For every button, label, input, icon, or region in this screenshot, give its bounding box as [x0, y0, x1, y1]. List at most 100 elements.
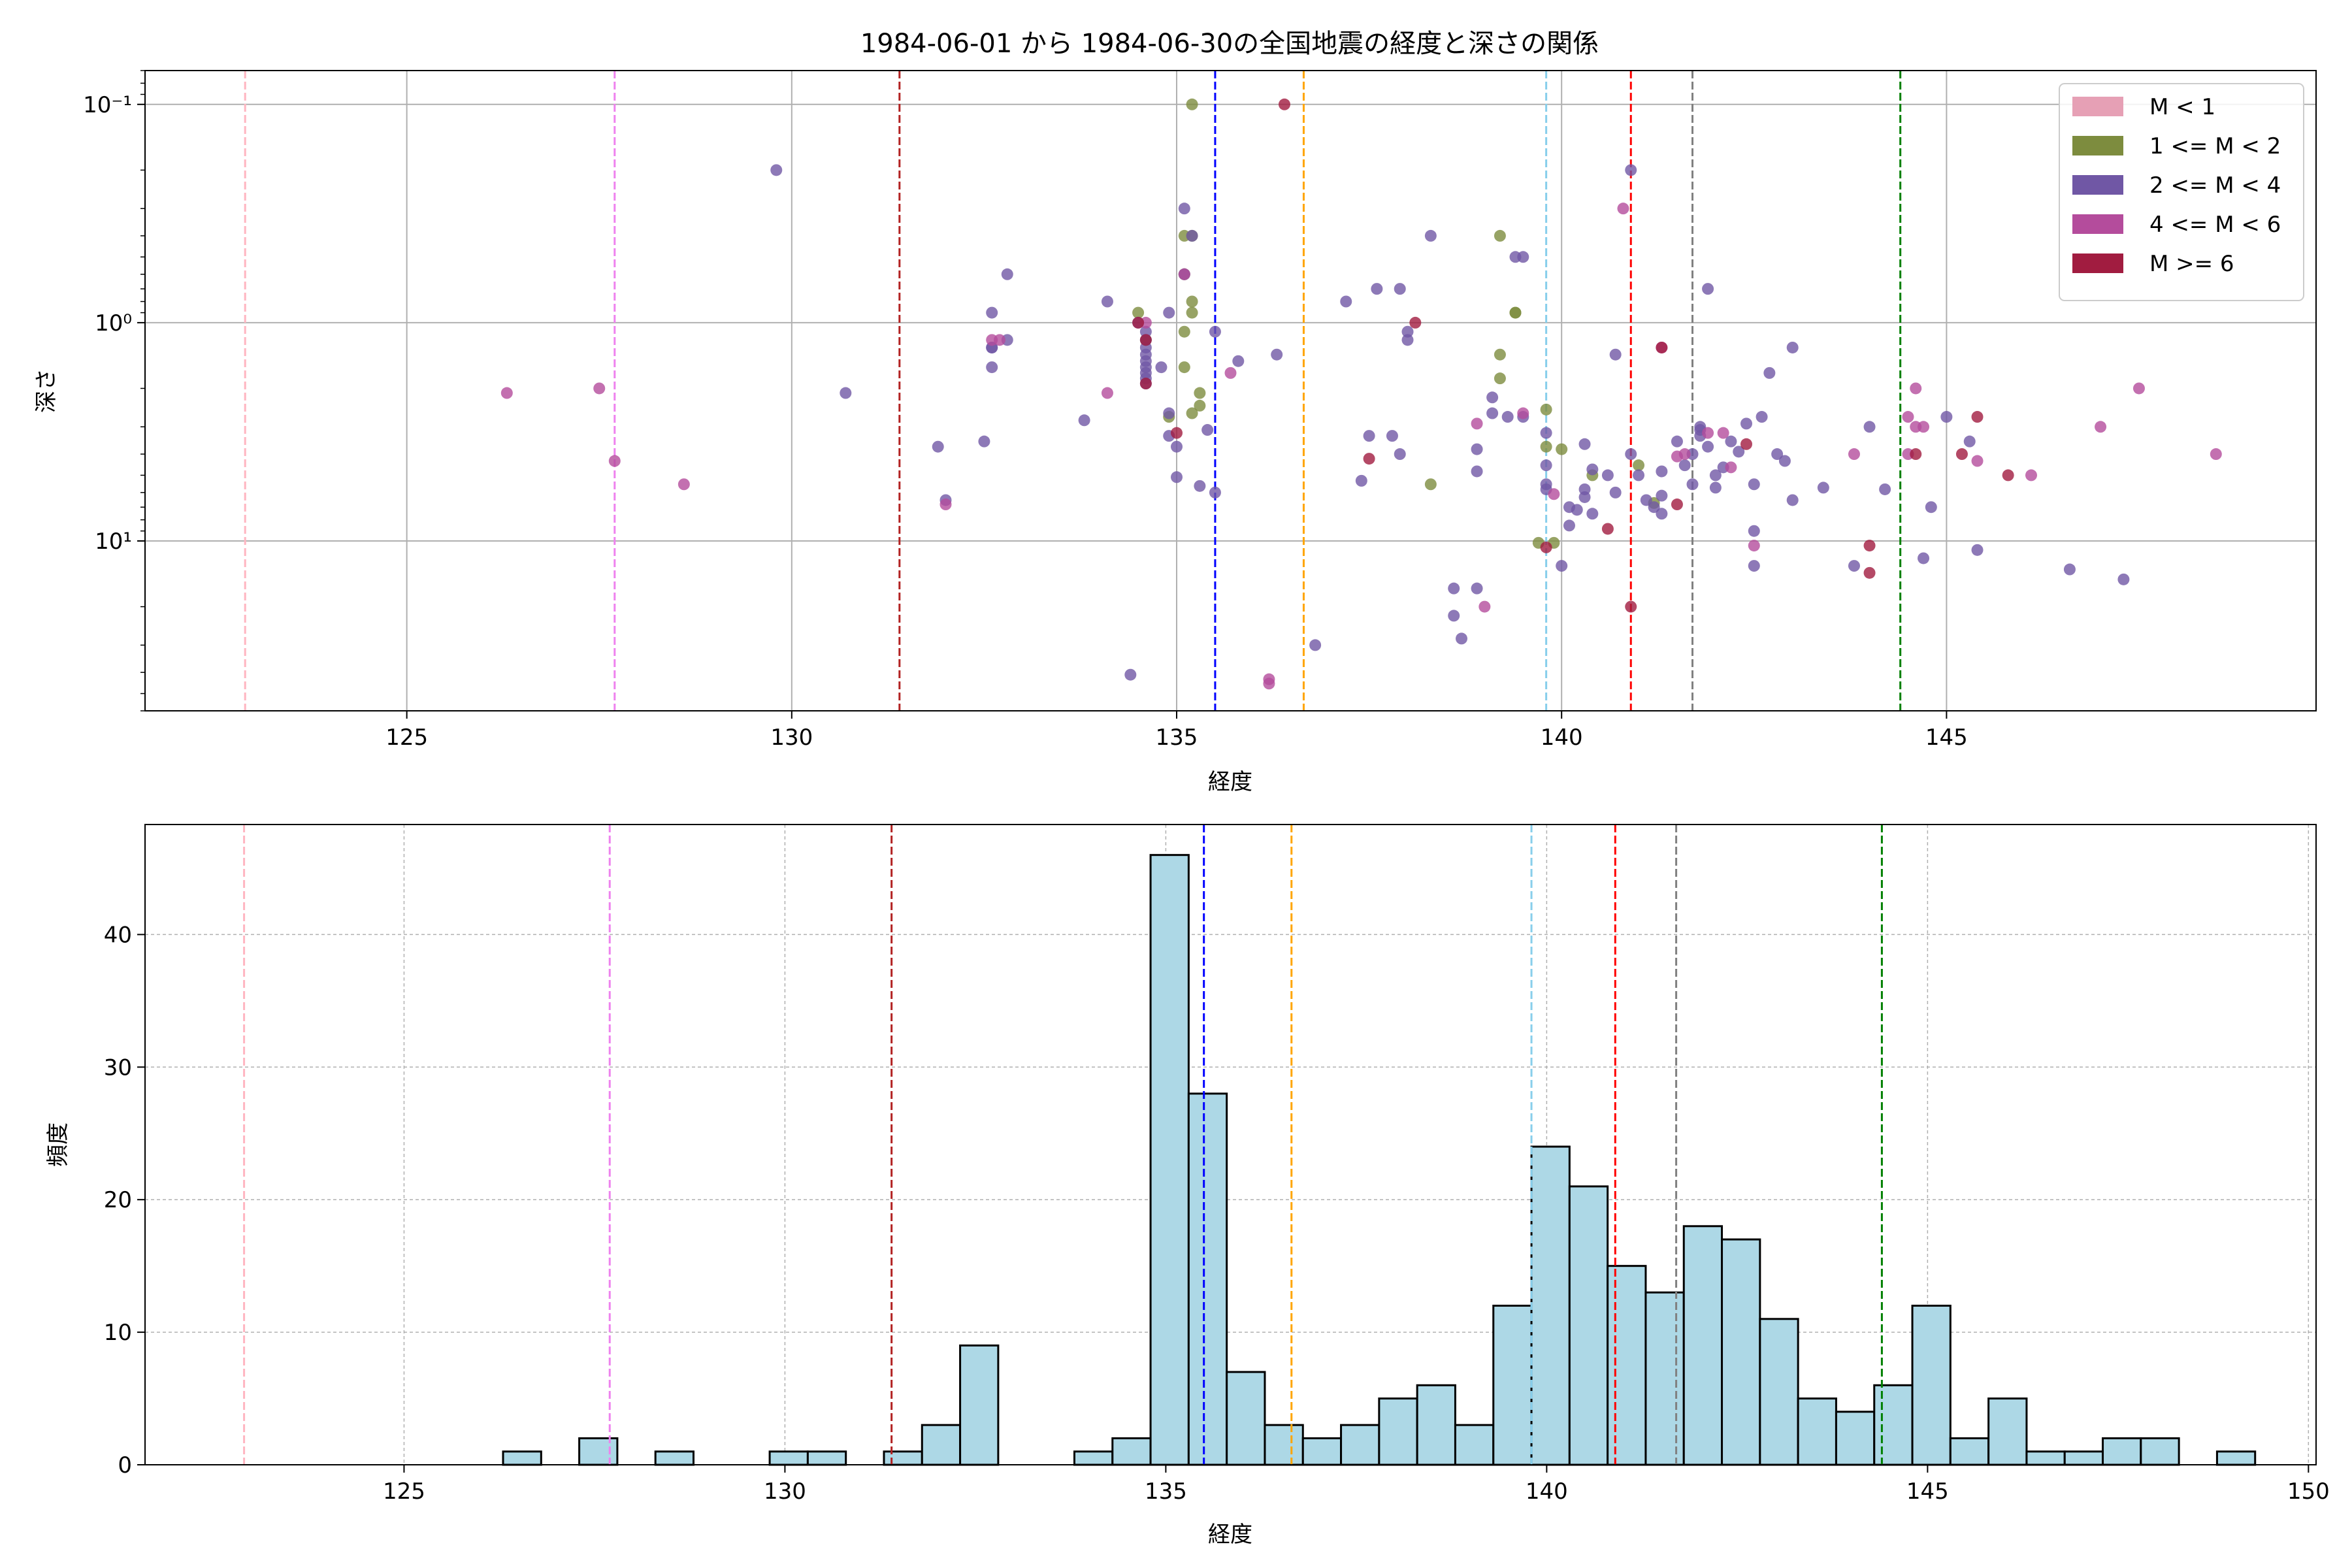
scatter-point — [1478, 600, 1491, 613]
histogram-bar — [1301, 1437, 1343, 1466]
histogram-bar — [1759, 1318, 1799, 1466]
scatter-point — [1556, 443, 1568, 455]
histogram-y-tick-label: 20 — [104, 1187, 132, 1213]
scatter-point — [1702, 283, 1714, 295]
scatter-point — [1918, 552, 1930, 564]
histogram-x-tick-label: 140 — [1526, 1478, 1568, 1505]
scatter-point — [1640, 494, 1652, 506]
scatter-point — [1748, 525, 1760, 537]
scatter-point — [1863, 540, 1876, 552]
scatter-point — [1494, 372, 1506, 385]
histogram-bar — [1530, 1145, 1571, 1466]
histogram-x-label: 経度 — [1208, 1522, 1252, 1548]
legend-label-m-1-2: 1 <= M < 2 — [2149, 133, 2281, 159]
scatter-point — [1925, 501, 1937, 514]
scatter-point — [1910, 382, 1922, 395]
histogram-bar — [2063, 1450, 2104, 1466]
scatter-point — [1625, 448, 1637, 461]
scatter-point — [1163, 407, 1175, 419]
scatter-point — [1486, 407, 1499, 419]
scatter-point — [1740, 438, 1753, 450]
scatter-point — [1702, 440, 1714, 453]
scatter-point — [1386, 430, 1398, 442]
scatter-point — [1879, 483, 1891, 495]
histogram-bar — [2025, 1450, 2066, 1466]
scatter-point — [1625, 600, 1637, 613]
scatter-point — [1863, 421, 1876, 433]
scatter-point — [1101, 387, 1113, 399]
scatter-point — [1171, 440, 1183, 453]
scatter-x-tick-label: 140 — [1541, 725, 1583, 751]
scatter-point — [1848, 448, 1860, 461]
scatter-point — [2002, 469, 2014, 482]
scatter-point — [1671, 435, 1683, 448]
histogram-plot-area — [145, 825, 2316, 1465]
scatter-point — [1186, 98, 1198, 110]
scatter-point — [1363, 430, 1375, 442]
histogram-x-tick-label: 145 — [1906, 1478, 1949, 1505]
scatter-point — [1633, 459, 1645, 472]
scatter-point — [986, 361, 998, 374]
scatter-point — [1124, 668, 1137, 681]
scatter-point — [678, 478, 690, 491]
scatter-point — [1232, 355, 1245, 367]
scatter-point — [1471, 417, 1483, 430]
scatter-point — [1471, 582, 1483, 595]
scatter-point — [1501, 411, 1514, 423]
histogram-bar — [1187, 1092, 1228, 1466]
scatter-point — [1540, 459, 1552, 472]
scatter-point — [1178, 325, 1190, 338]
scatter-point — [1609, 486, 1622, 498]
scatter-point — [593, 382, 606, 395]
scatter-point — [1756, 411, 1768, 423]
histogram-bar — [883, 1450, 923, 1466]
scatter-point — [1586, 508, 1599, 520]
scatter-point — [1548, 488, 1560, 500]
histogram-bar — [654, 1450, 694, 1466]
scatter-point — [1078, 414, 1090, 427]
histogram-bar — [1644, 1291, 1685, 1466]
scatter-point — [608, 455, 621, 467]
scatter-point — [1139, 325, 1152, 338]
histogram-bar — [2102, 1437, 2142, 1466]
scatter-point — [1424, 229, 1437, 242]
scatter-point — [1656, 489, 1668, 502]
histogram-bar — [1492, 1305, 1533, 1466]
histogram-bar — [806, 1450, 847, 1466]
scatter-point — [986, 306, 998, 319]
histogram-bar — [2140, 1437, 2180, 1466]
scatter-points — [500, 98, 2222, 690]
scatter-point — [1186, 407, 1198, 419]
histogram-bar — [1149, 854, 1190, 1466]
histogram-panel: 125 130 135 140 145 150 0 10 20 30 40 経度 頻度 — [45, 824, 2330, 1548]
scatter-y-tick-label: 10⁻¹ — [83, 92, 132, 118]
legend-label-m-4-6: 4 <= M < 6 — [2149, 212, 2281, 238]
histogram-x-tick-label: 135 — [1145, 1478, 1187, 1505]
histogram-bar — [1111, 1437, 1152, 1466]
scatter-point — [1963, 435, 1976, 448]
scatter-plot-frame — [144, 70, 2317, 711]
scatter-point — [1448, 582, 1460, 595]
scatter-y-tick-label: 10⁰ — [95, 310, 132, 336]
scatter-point — [1709, 482, 1722, 494]
histogram-y-tick-label: 10 — [104, 1320, 132, 1346]
scatter-point — [2063, 563, 2076, 576]
scatter-point — [1955, 448, 1968, 461]
scatter-point — [1401, 334, 1414, 346]
scatter-point — [1786, 341, 1799, 353]
histogram-x-tick-label: 125 — [383, 1478, 425, 1505]
scatter-point — [1394, 283, 1406, 295]
scatter-point — [1971, 411, 1984, 423]
scatter-point — [1139, 334, 1152, 346]
scatter-point — [1656, 465, 1668, 478]
scatter-point — [2132, 382, 2145, 395]
histogram-bar — [1226, 1371, 1266, 1466]
scatter-point — [1132, 316, 1145, 329]
histogram-bar — [921, 1424, 962, 1466]
histogram-bar — [502, 1450, 542, 1466]
chart-title: 1984-06-01 から 1984-06-30の全国地震の経度と深さの関係 — [860, 29, 1599, 59]
scatter-panel: 125 130 135 140 145 10⁻¹ 10⁰ 10¹ 経度 深さ M < 1 1… — [33, 70, 2317, 795]
scatter-plot-area — [145, 71, 2316, 711]
histogram-plot-frame — [144, 824, 2317, 1465]
scatter-point — [1201, 424, 1214, 436]
